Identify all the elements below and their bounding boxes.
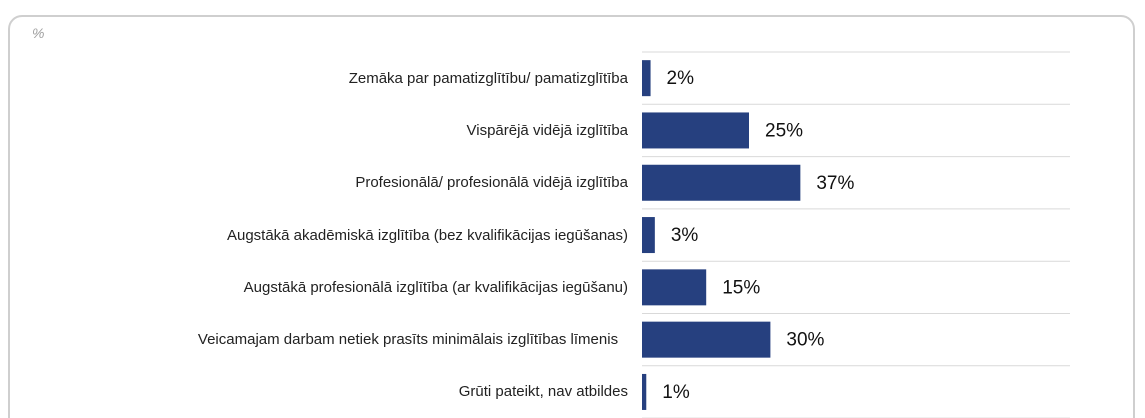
category-label: Augstākā akadēmiskā izglītība (bez kvali… [226,226,628,244]
category-label: Veicamajam darbam netiek prasīts minimāl… [197,331,619,349]
value-label: 30% [786,330,824,351]
value-label: 3% [671,225,699,246]
bar [642,217,655,254]
value-label: 15% [722,277,760,298]
bar [642,321,771,358]
unit-label: % [32,25,45,41]
bar [642,112,749,149]
category-label: Grūti pateikt, nav atbildes [458,383,628,401]
value-label: 2% [667,68,695,89]
value-label: 25% [765,120,803,141]
category-label: Zemāka par pamatizglītību/ pamatizglītīb… [348,69,628,87]
value-label: 1% [662,382,690,403]
bar [642,269,707,306]
category-label: Vispārējā vidējā izglītība [466,121,628,139]
bar [642,373,647,410]
category-label: Profesionālā/ profesionālā vidējā izglīt… [355,174,628,192]
category-label: Augstākā profesionālā izglītība (ar kval… [243,278,628,296]
frame [8,15,1135,418]
value-label: 37% [816,173,854,194]
bar [642,60,651,97]
bar [642,164,801,201]
